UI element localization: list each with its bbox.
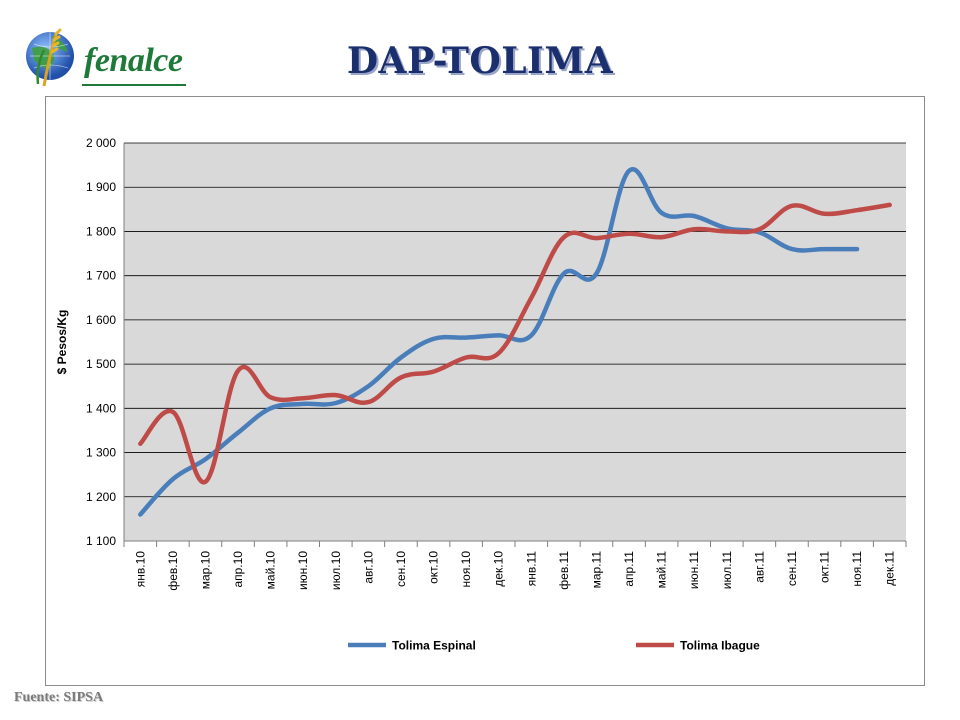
y-tick-label: 1 600 [86,313,116,327]
x-tick-label: окт.11 [818,551,832,583]
y-tick-label: 1 300 [86,446,116,460]
x-tick-label: мар.10 [198,551,212,590]
x-tick-label: май.10 [264,551,278,590]
legend-label: Tolima Ibague [680,639,760,653]
y-tick-label: 1 200 [86,490,116,504]
series-line-tolima-ibague [138,202,892,484]
logo-underline [82,84,186,86]
y-tick-label: 1 900 [86,180,116,194]
x-tick-label: авг.10 [361,551,375,584]
x-tick-label: дек.10 [492,551,506,587]
x-tick-label: ноя.10 [459,551,473,588]
source-note: Fuente: SIPSA [14,690,104,705]
x-tick-label: фев.11 [557,551,571,590]
x-tick-label: апр.10 [231,551,245,588]
x-tick-label: апр.11 [622,551,636,587]
x-tick-label: янв.11 [524,551,538,587]
line-chart: 1 100 1 200 1 300 1 400 1 500 1 600 1 700 1 800… [55,136,907,653]
chart-frame: 1 100 1 200 1 300 1 400 1 500 1 600 1 700 1 800… [45,96,925,686]
x-tick-label: янв.10 [133,551,147,588]
x-tick-label: сен.11 [785,551,799,586]
globe-icon [26,28,74,87]
y-axis-title: $ Pesos/Kg [55,310,69,375]
fenalce-logo: fenalce [22,26,186,96]
legend-label: Tolima Espinal [392,639,476,653]
x-tick-label: авг.11 [752,551,766,583]
y-tick-label: 1 400 [86,401,116,415]
x-tick-label: сен.10 [394,551,408,587]
x-tick-label: июл.10 [329,551,343,590]
x-tick-label: июн.11 [687,551,701,589]
x-tick-label: дек.11 [883,551,897,586]
plot-area [124,143,906,541]
x-tick-label: май.11 [655,551,669,589]
x-tick-label: окт.10 [427,551,441,584]
x-tick-label: ноя.11 [850,551,864,587]
legend-item: Tolima Espinal [348,639,476,653]
y-tick-label: 1 100 [86,534,116,548]
x-tick-label: фев.10 [166,551,180,591]
y-tick-label: 1 500 [86,357,116,371]
page-title: DAP-TOLIMA [346,40,614,82]
x-tick-label: мар.11 [589,551,603,589]
y-tick-label: 1 800 [86,224,116,238]
logo-text: fenalce [84,42,183,79]
y-tick-label: 2 000 [86,136,116,150]
x-tick-label: июн.10 [296,551,310,590]
legend-item: Tolima Ibague [636,639,760,653]
y-tick-label: 1 700 [86,269,116,283]
x-tick-label: июл.11 [720,551,734,590]
